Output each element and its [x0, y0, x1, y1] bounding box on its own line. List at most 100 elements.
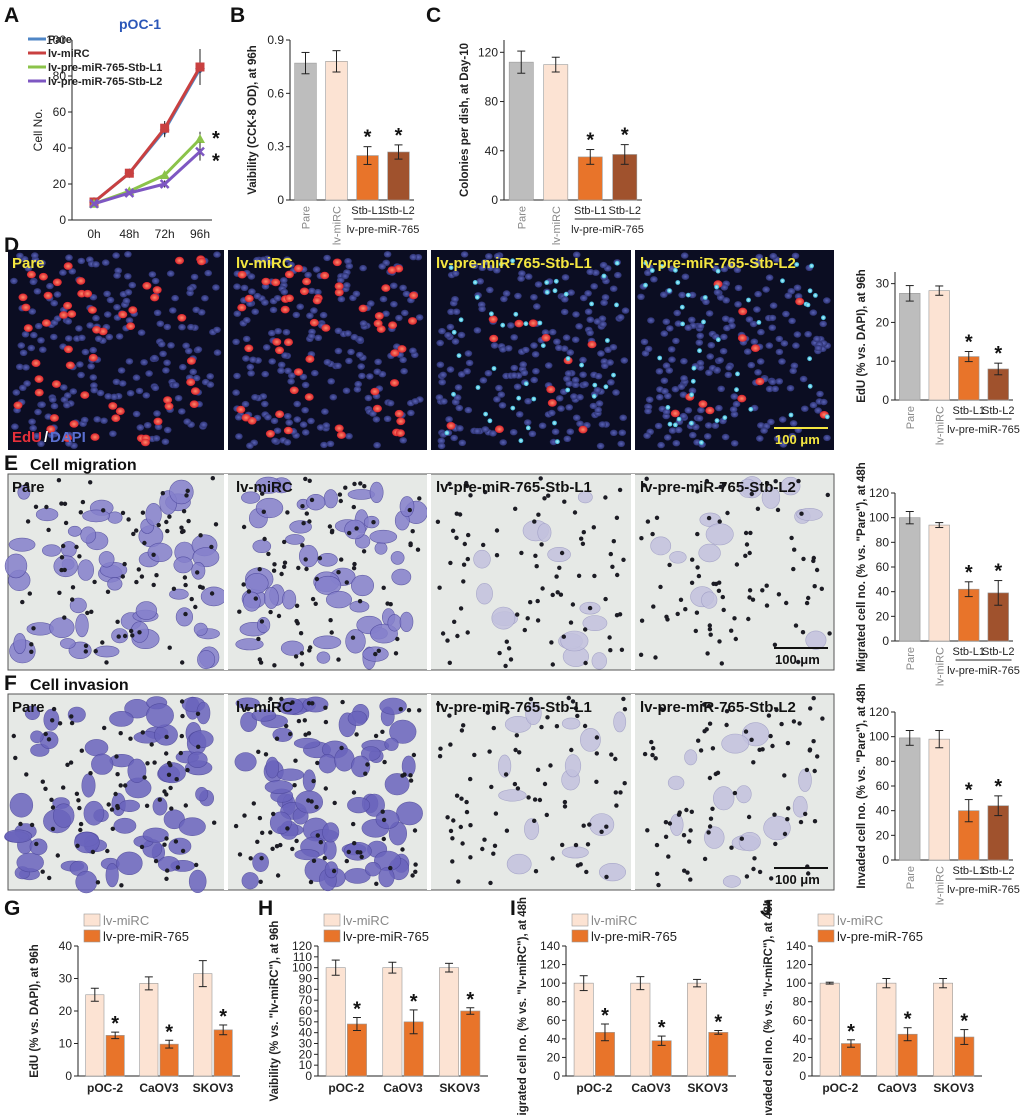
dapi-nucleus: [534, 281, 543, 288]
stained-cell: [142, 827, 169, 843]
dapi-nucleus: [451, 296, 459, 303]
legend-swatch: [817, 913, 835, 927]
dapi-nucleus: [310, 307, 318, 314]
edu-nucleus: [334, 282, 344, 291]
y-tick-label: 0: [277, 193, 284, 207]
edu-nucleus: [18, 293, 28, 302]
membrane-pore: [594, 735, 600, 740]
membrane-pore: [116, 634, 121, 639]
edu-legend-word: EdU: [12, 429, 42, 446]
dapi-nucleus: [407, 409, 415, 417]
membrane-pore: [329, 530, 335, 535]
membrane-pore: [655, 871, 660, 876]
y-tick-label: 120: [869, 705, 889, 719]
membrane-pore: [747, 550, 752, 556]
edu-spot: [552, 288, 558, 294]
dapi-nucleus: [754, 290, 762, 298]
stained-cell: [53, 803, 75, 828]
membrane-pore: [274, 844, 280, 849]
panel-label-h: H: [258, 897, 273, 920]
membrane-pore: [445, 815, 450, 820]
dapi-nucleus: [592, 269, 600, 276]
dapi-nucleus: [247, 370, 255, 377]
significance-star: *: [847, 1021, 855, 1043]
stained-cell: [84, 739, 109, 757]
dapi-nucleus: [283, 439, 292, 446]
membrane-pore: [797, 721, 802, 726]
dapi-nucleus: [717, 385, 725, 392]
dapi-nucleus: [601, 294, 610, 301]
membrane-pore: [25, 519, 31, 524]
edu-spot: [675, 280, 681, 285]
y-axis-label: Vaibility (CCK-8 OD), at 96h: [247, 45, 259, 195]
membrane-pore: [393, 651, 399, 656]
y-tick-label: 40: [793, 1032, 807, 1046]
dapi-nucleus: [523, 419, 532, 426]
dapi-nucleus: [109, 430, 117, 437]
dapi-nucleus: [326, 440, 335, 447]
section-title-invasion: Cell invasion: [30, 677, 129, 694]
dapi-nucleus: [493, 396, 501, 403]
y-tick-label: 30: [59, 972, 73, 986]
y-axis-label: Vaibility (% vs. "lv-miRC"), at 96h: [269, 921, 281, 1102]
membrane-pore: [314, 804, 319, 810]
membrane-pore: [779, 721, 784, 727]
membrane-pore: [519, 550, 524, 556]
edu-nucleus: [272, 338, 282, 346]
y-tick-label: 0: [882, 393, 889, 407]
membrane-pore: [706, 830, 711, 835]
bar: [958, 356, 980, 401]
dapi-nucleus: [323, 359, 332, 366]
membrane-pore: [803, 811, 808, 817]
stained-cell: [561, 717, 581, 730]
data-point: [89, 198, 99, 209]
membrane-pore: [408, 778, 414, 783]
membrane-pore: [811, 696, 816, 701]
edu-nucleus: [197, 257, 206, 266]
membrane-pore: [764, 603, 770, 608]
dapi-nucleus: [598, 421, 607, 428]
dapi-nucleus: [261, 400, 269, 408]
edu-nucleus: [237, 303, 247, 312]
dapi-nucleus: [493, 252, 502, 260]
membrane-pore: [785, 740, 791, 746]
stained-cell: [82, 509, 111, 523]
dapi-nucleus: [671, 386, 680, 393]
membrane-pore: [732, 790, 738, 796]
dapi-nucleus: [436, 339, 445, 347]
dapi-nucleus: [565, 380, 574, 387]
membrane-pore: [454, 535, 459, 540]
dapi-nucleus: [27, 344, 36, 352]
membrane-pore: [352, 841, 357, 846]
dapi-nucleus: [607, 379, 615, 386]
dapi-nucleus: [814, 407, 822, 414]
membrane-pore: [466, 532, 471, 538]
membrane-pore: [102, 725, 107, 731]
stained-cell: [197, 650, 216, 670]
membrane-pore: [351, 504, 356, 510]
dapi-nucleus: [277, 367, 285, 374]
dapi-nucleus: [595, 400, 604, 407]
dapi-nucleus: [581, 381, 589, 388]
membrane-pore: [256, 636, 261, 642]
membrane-pore: [131, 531, 136, 537]
dapi-nucleus: [93, 416, 101, 423]
membrane-pore: [592, 573, 597, 579]
membrane-pore: [268, 696, 273, 702]
legend-label: lv-pre-miR-765: [103, 929, 189, 944]
membrane-pore: [317, 556, 323, 561]
dapi-nucleus: [456, 425, 464, 432]
bar: [105, 1035, 125, 1077]
y-tick-label: 10: [59, 1037, 73, 1051]
bar: [325, 967, 346, 1077]
edu-nucleus: [358, 304, 368, 313]
edu-nucleus: [80, 391, 90, 399]
membrane-pore: [570, 699, 576, 704]
edu-nucleus: [90, 433, 100, 441]
membrane-pore: [126, 517, 131, 522]
y-tick-label: 140: [540, 939, 560, 953]
membrane-pore: [290, 846, 295, 852]
dapi-nucleus: [76, 361, 84, 368]
edu-nucleus: [51, 380, 61, 388]
edu-spot: [614, 260, 620, 266]
